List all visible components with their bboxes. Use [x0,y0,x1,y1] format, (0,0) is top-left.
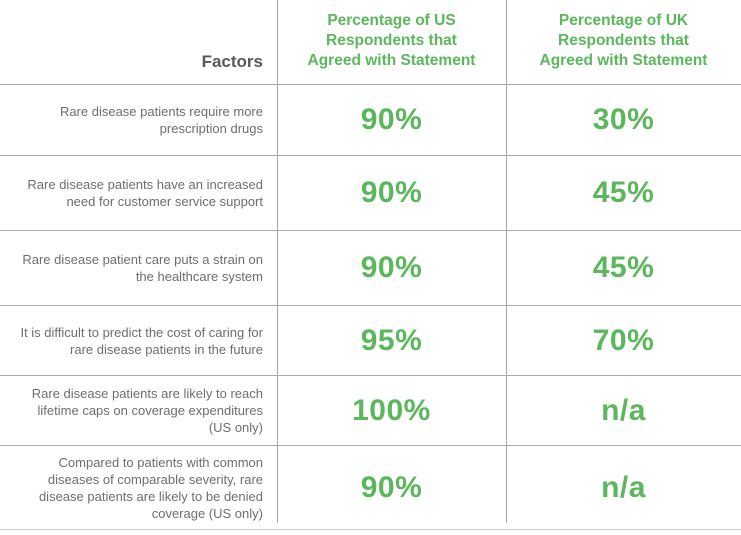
factor-text: Rare disease patients have an increased … [0,156,277,230]
uk-column-header-line: Agreed with Statement [539,52,708,69]
uk-value: 45% [592,176,655,209]
uk-column-header-line: Respondents that [558,32,689,49]
factor-text-label: It is difficult to predict the cost of c… [20,324,263,357]
factor-text: Compared to patients with common disease… [0,446,277,529]
uk-value: n/a [601,470,646,504]
us-value: 90% [360,470,423,504]
us-column-header-line: Percentage of US [327,12,456,29]
us-value: 100% [352,393,431,427]
uk-value: 45% [592,251,655,284]
us-column-header-line: Agreed with Statement [307,52,476,69]
factor-text: Rare disease patients are likely to reac… [0,376,277,445]
us-value: 90% [360,176,423,209]
factor-text-label: Rare disease patients require more presc… [59,104,263,136]
table-row: Compared to patients with common disease… [0,446,741,530]
us-column-header: Percentage of US Respondents that Agreed… [277,0,506,84]
uk-column-header-line: Percentage of UK [558,12,689,29]
factor-text-label: Rare disease patients have an increased … [27,177,263,209]
us-value: 90% [360,251,423,284]
table-row: Rare disease patients are likely to reac… [0,376,741,446]
uk-value: 30% [592,103,655,136]
column-divider-1 [277,0,278,523]
table-row: Rare disease patients require more presc… [0,85,741,156]
factor-text-label: Rare disease patient care puts a strain … [22,252,263,284]
factor-text: Rare disease patients require more presc… [0,85,277,155]
column-divider-2 [506,0,507,523]
uk-value: n/a [601,393,646,427]
uk-column-header: Percentage of UK Respondents that Agreed… [506,0,741,84]
table-row: Rare disease patients have an increased … [0,156,741,231]
us-column-header-line: Respondents that [326,32,457,49]
table-header-row: Factors Percentage of US Respondents tha… [0,0,741,85]
factor-text-label: Rare disease patients are likely to reac… [31,386,263,435]
factor-text-label: Compared to patients with common disease… [38,454,263,521]
uk-value: 70% [592,323,655,357]
factors-column-header: Factors [0,0,277,84]
us-value: 95% [360,323,423,357]
us-value: 90% [360,103,423,136]
table-row: It is difficult to predict the cost of c… [0,306,741,376]
factor-text: It is difficult to predict the cost of c… [0,306,277,375]
factor-text: Rare disease patient care puts a strain … [0,231,277,305]
table-row: Rare disease patient care puts a strain … [0,231,741,306]
factors-column-header-label: Factors [201,52,263,71]
